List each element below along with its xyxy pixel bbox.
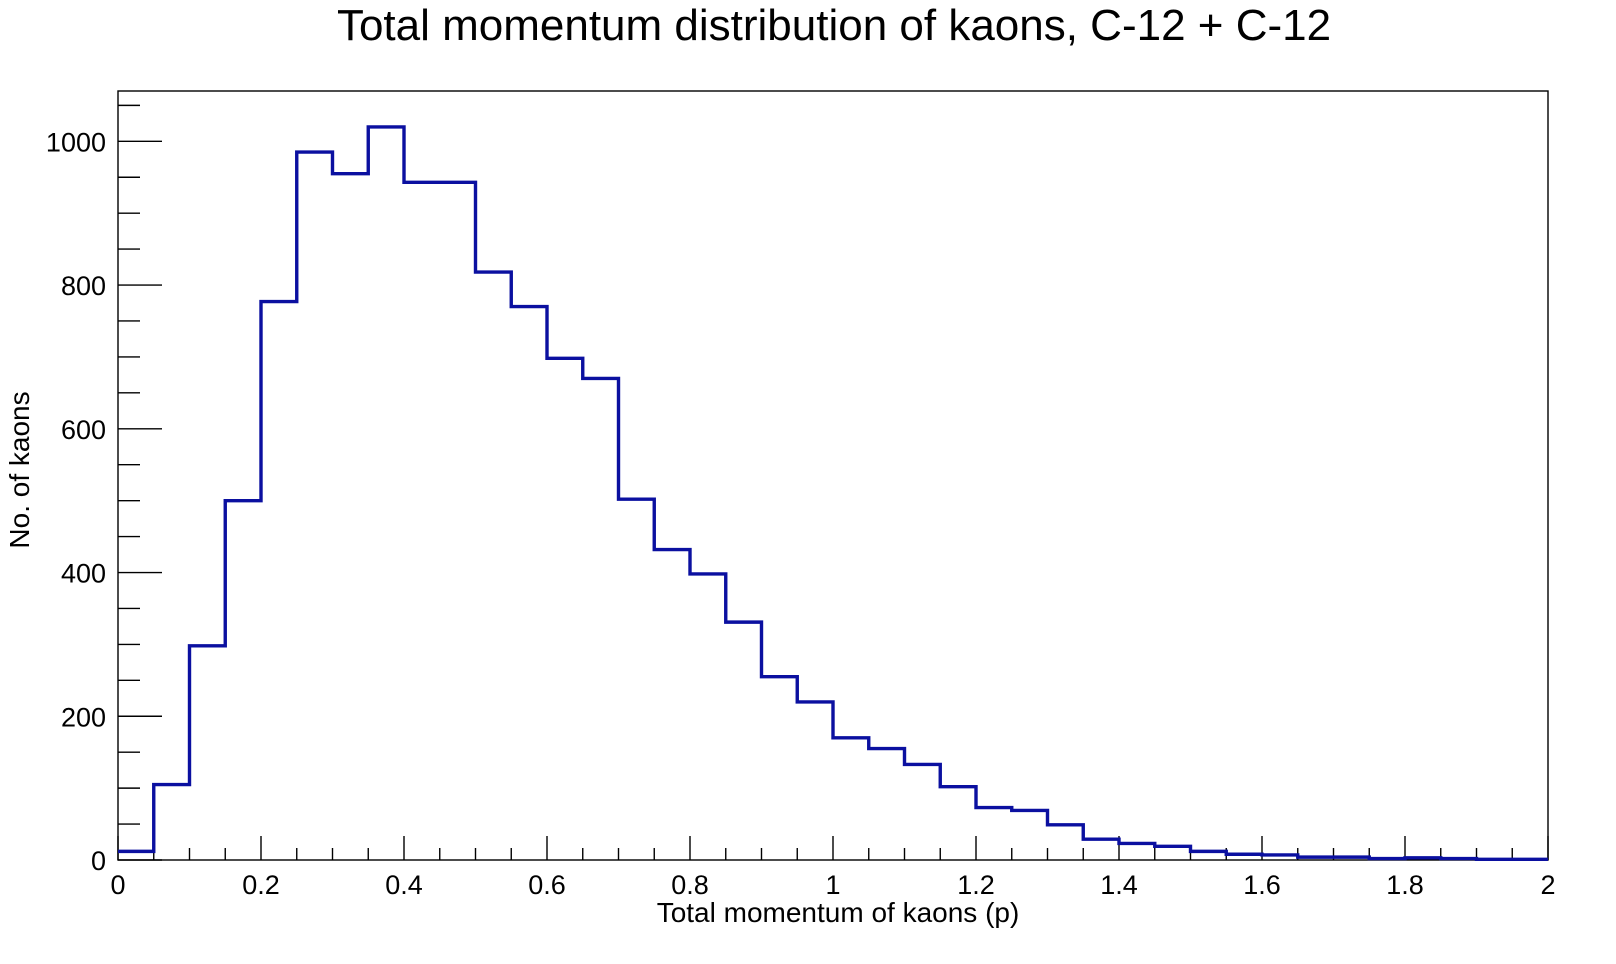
x-tick-label: 0.2 [242,870,280,900]
x-tick-label: 0 [110,870,125,900]
y-tick-label: 200 [61,702,106,732]
axis-ticks [117,104,1549,861]
x-tick-label: 1.8 [1386,870,1424,900]
y-tick-label: 0 [91,846,106,876]
x-tick-label: 1.4 [1100,870,1138,900]
y-axis-label: No. of kaons [4,391,35,548]
x-tick-label: 1.2 [957,870,995,900]
y-tick-label: 800 [61,271,106,301]
x-tick-label: 2 [1540,870,1555,900]
y-tick-label: 1000 [46,127,106,157]
y-tick-label: 600 [61,415,106,445]
y-tick-label: 400 [61,559,106,589]
chart-title: Total momentum distribution of kaons, C-… [337,1,1331,50]
axis-tick-labels: 0 0.2 0.4 0.6 0.8 1 1.2 1.4 1.6 1.8 2 0 200 400 600 800… [46,127,1556,900]
histogram-line [118,125,1548,861]
x-tick-label: 0.6 [528,870,566,900]
x-tick-label: 1.6 [1243,870,1281,900]
x-axis-label: Total momentum of kaons (p) [657,897,1020,928]
x-tick-label: 0.8 [671,870,709,900]
x-tick-label: 1 [825,870,840,900]
x-tick-label: 0.4 [385,870,423,900]
plot-frame [117,90,1549,861]
